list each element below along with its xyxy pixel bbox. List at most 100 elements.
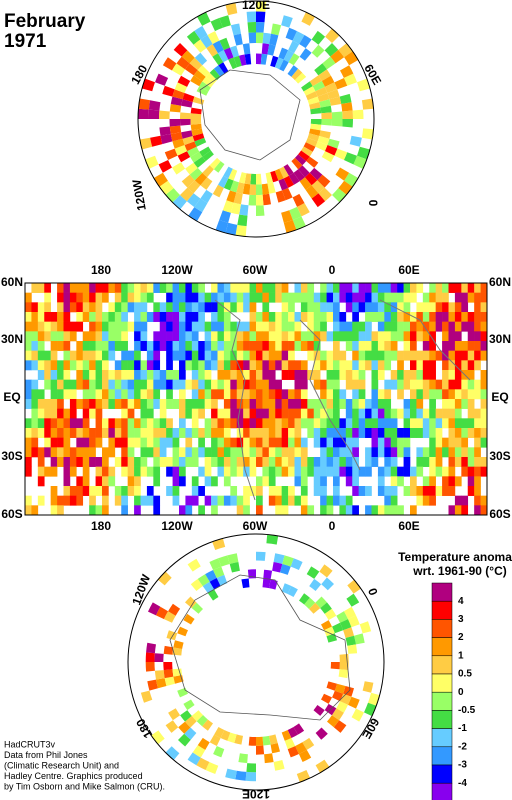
grid-cell — [37, 447, 45, 458]
grid-cell — [69, 466, 77, 477]
grid-cell — [403, 292, 411, 303]
grid-cell — [384, 399, 392, 409]
grid-cell — [461, 466, 469, 477]
polar-cell — [239, 204, 249, 216]
grid-cell — [429, 360, 436, 371]
grid-cell — [454, 399, 462, 409]
grid-cell — [25, 360, 32, 371]
grid-cell — [146, 283, 154, 293]
polar-cell — [196, 757, 210, 770]
polar-cell — [223, 166, 233, 179]
polar-cell — [233, 55, 242, 68]
grid-cell — [397, 283, 404, 293]
polar-cell — [321, 577, 334, 591]
polar-cell — [244, 173, 252, 185]
grid-cell — [365, 321, 372, 332]
polar-cell — [197, 737, 210, 750]
grid-cell — [159, 447, 167, 458]
grid-cell — [63, 408, 71, 419]
grid-cell — [288, 437, 295, 448]
grid-cell — [461, 312, 469, 322]
grid-cell — [448, 447, 456, 458]
grid-cell — [82, 428, 90, 438]
grid-cell — [288, 331, 295, 342]
polar-cell — [192, 745, 206, 758]
polar-cell — [242, 183, 251, 195]
grid-cell — [429, 428, 436, 438]
grid-cell — [95, 379, 103, 390]
grid-cell — [191, 447, 199, 458]
grid-cell — [256, 418, 263, 429]
grid-cell — [211, 428, 218, 438]
grid-cell — [146, 495, 154, 506]
grid-cell — [243, 408, 250, 419]
polar-cell — [263, 569, 273, 580]
grid-cell — [185, 379, 193, 390]
grid-cell — [223, 341, 231, 351]
polar-cell — [202, 165, 214, 178]
grid-cell — [230, 360, 238, 371]
grid-cell — [198, 312, 205, 322]
polar-cell — [164, 676, 175, 686]
polar-cell — [227, 732, 237, 743]
polar-label: 0 — [365, 586, 381, 597]
grid-cell — [236, 437, 244, 448]
grid-cell — [108, 389, 116, 400]
grid-cell — [76, 437, 84, 448]
grid-cell — [31, 418, 39, 429]
grid-cell — [300, 476, 308, 487]
polar-cell — [299, 35, 312, 49]
grid-cell — [243, 447, 250, 458]
polar-cell — [242, 43, 251, 55]
grid-cell — [102, 428, 109, 438]
polar-cell — [285, 27, 297, 41]
polar-cell — [246, 11, 256, 23]
grid-cell — [262, 428, 270, 438]
grid-cell — [63, 302, 71, 313]
grid-cell — [429, 495, 436, 506]
grid-cell — [403, 408, 411, 419]
grid-cell — [262, 379, 270, 390]
grid-cell — [121, 486, 128, 496]
grid-cell — [217, 389, 225, 400]
grid-cell — [89, 370, 96, 380]
grid-cell — [256, 389, 263, 400]
grid-cell — [339, 428, 347, 438]
grid-cell — [442, 312, 449, 322]
polar-cell — [189, 167, 203, 181]
grid-cell — [416, 495, 424, 506]
credit: Data from Phil Jones — [4, 750, 88, 760]
grid-cell — [50, 360, 58, 371]
polar-cell — [311, 193, 326, 208]
polar-cell — [156, 678, 167, 689]
grid-cell — [179, 292, 186, 303]
grid-cell — [256, 408, 263, 419]
grid-cell — [89, 292, 96, 303]
polar-cell — [283, 220, 297, 233]
grid-cell — [288, 457, 295, 467]
grid-cell — [288, 466, 295, 477]
grid-cell — [243, 495, 250, 506]
polar-cell — [315, 727, 328, 740]
grid-cell — [108, 302, 116, 313]
grid-cell — [243, 428, 250, 438]
grid-cell — [429, 350, 436, 361]
polar-cell — [261, 43, 270, 55]
grid-cell — [134, 476, 141, 487]
grid-cell — [166, 399, 173, 409]
grid-cell — [223, 350, 231, 361]
polar-cell — [273, 760, 285, 771]
polar-cell — [142, 78, 155, 92]
grid-cell — [230, 457, 238, 467]
grid-cell — [275, 447, 282, 458]
grid-cell — [134, 283, 141, 293]
grid-cell — [377, 292, 385, 303]
grid-cell — [50, 486, 58, 496]
grid-cell — [31, 437, 39, 448]
polar-cell — [194, 172, 208, 186]
polar-cell — [235, 224, 247, 237]
grid-cell — [44, 428, 51, 438]
polar-cell — [185, 63, 198, 76]
grid-cell — [102, 283, 109, 293]
